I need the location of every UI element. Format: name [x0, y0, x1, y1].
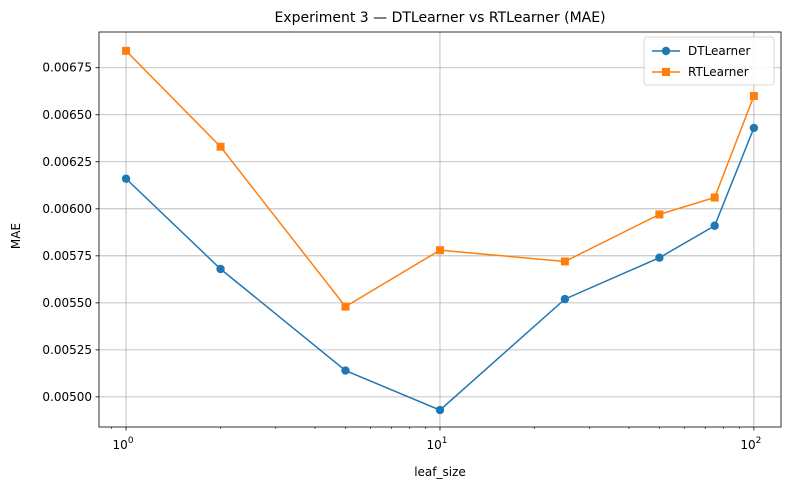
x-tick-label-exponent: 2 — [756, 436, 762, 446]
legend: DTLearner RTLearner — [643, 36, 775, 86]
x-tick-label-base: 10 — [113, 438, 128, 452]
data-point-dtlearner — [216, 264, 225, 274]
legend-marker-rtlearner — [662, 68, 670, 76]
series-layer — [121, 46, 759, 415]
data-point-rtlearner — [435, 246, 444, 255]
data-point-dtlearner — [710, 221, 719, 230]
data-point-dtlearner — [435, 405, 445, 415]
data-point-dtlearner — [749, 123, 759, 133]
data-point-dtlearner — [560, 294, 570, 304]
y-tick-label: 0.00650 — [42, 108, 92, 122]
legend-label-dtlearner: DTLearner — [688, 44, 750, 58]
ticks: 0.00500 0.00525 0.00550 0.00575 0.00600 0.006… — [42, 61, 761, 452]
y-tick-label: 0.00500 — [42, 390, 92, 404]
x-tick-label: 100 — [113, 436, 134, 452]
x-tick-label-base: 10 — [740, 438, 755, 452]
legend-marker-dtlearner — [661, 46, 671, 56]
data-point-dtlearner — [655, 253, 664, 262]
data-point-rtlearner — [216, 142, 225, 151]
data-point-rtlearner — [341, 302, 350, 311]
y-tick-label: 0.00525 — [42, 343, 92, 357]
y-tick-label: 0.00600 — [42, 202, 92, 216]
series-line-rtlearner — [125, 50, 755, 308]
data-point-dtlearner — [341, 366, 350, 375]
y-tick-label: 0.00550 — [42, 296, 92, 310]
data-point-rtlearner — [560, 257, 569, 266]
y-tick-label: 0.00625 — [42, 155, 92, 169]
x-tick-label: 102 — [740, 436, 761, 452]
grid — [99, 32, 781, 427]
data-point-dtlearner — [121, 174, 131, 183]
data-point-rtlearner — [710, 193, 719, 202]
data-point-rtlearner — [655, 210, 664, 219]
x-axis-label: leaf_size — [414, 465, 466, 479]
x-tick-label: 101 — [426, 436, 447, 452]
legend-box — [643, 36, 775, 86]
x-tick-label-base: 10 — [426, 438, 441, 452]
y-tick-label: 0.00675 — [42, 61, 92, 75]
series-line-dtlearner — [125, 127, 755, 411]
legend-label-rtlearner: RTLearner — [688, 65, 749, 79]
data-point-rtlearner — [749, 91, 758, 100]
data-point-rtlearner — [122, 46, 131, 55]
x-tick-label-exponent: 0 — [128, 436, 134, 446]
x-tick-label-exponent: 1 — [442, 436, 448, 446]
chart-title: Experiment 3 — DTLearner vs RTLearner (M… — [274, 10, 605, 26]
y-axis-label: MAE — [9, 223, 23, 249]
y-tick-label: 0.00575 — [42, 249, 92, 263]
